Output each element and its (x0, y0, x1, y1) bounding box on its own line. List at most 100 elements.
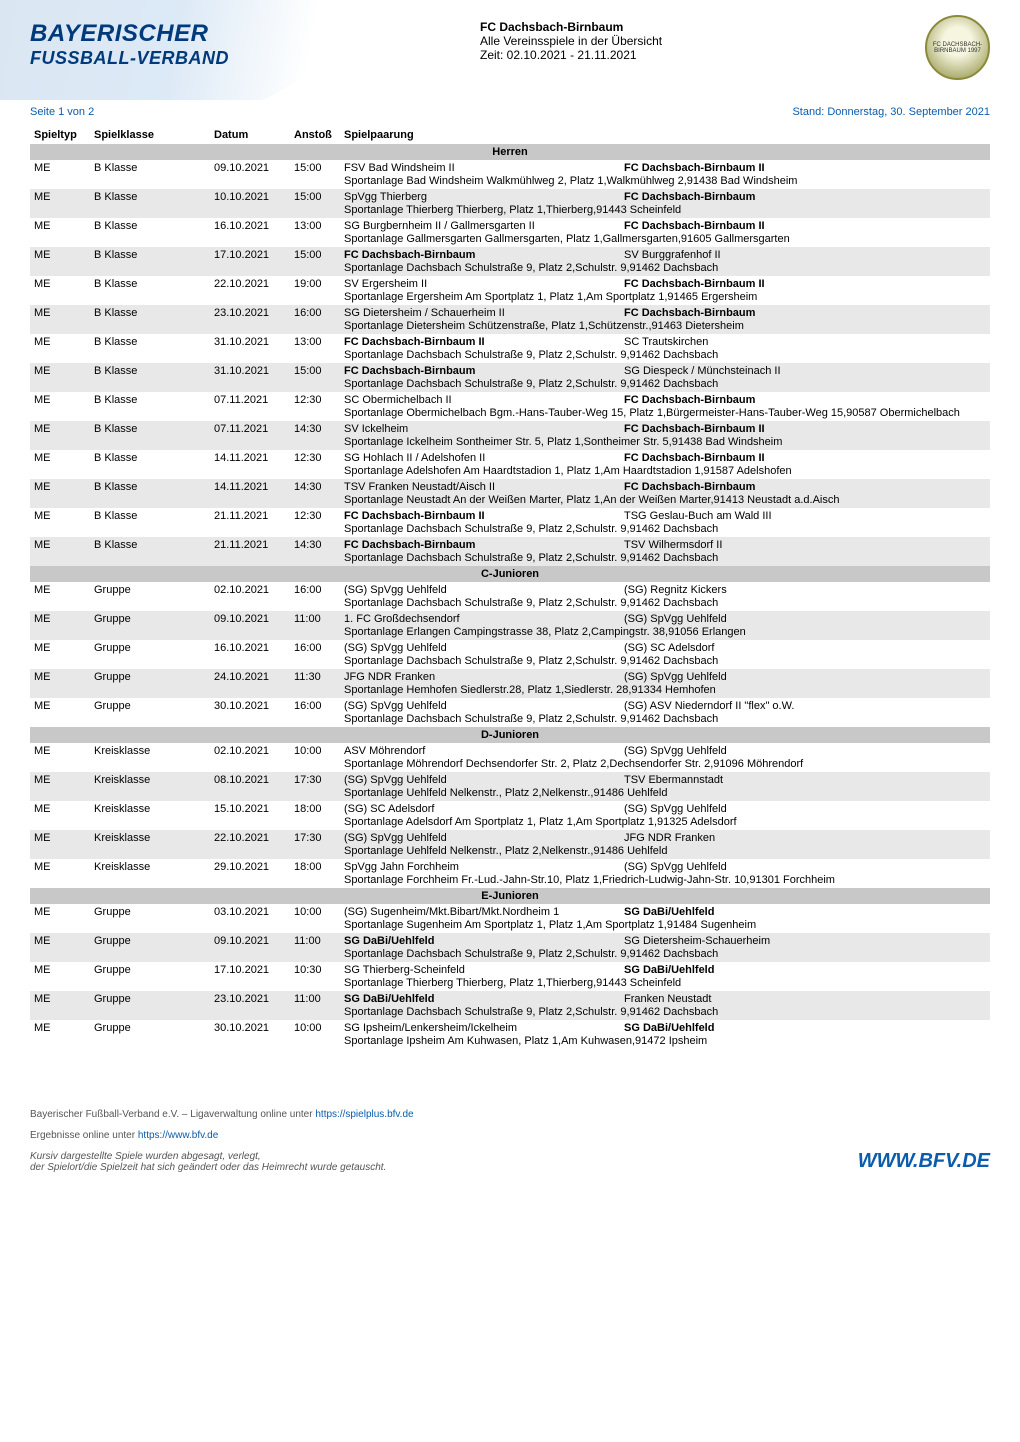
cell-pairing: SG Dietersheim / Schauerheim IIFC Dachsb… (340, 305, 990, 334)
venue-text: Sportanlage Thierberg Thierberg, Platz 1… (344, 976, 986, 989)
cell-anstoss: 18:00 (290, 859, 340, 888)
cell-spielklasse: Gruppe (90, 640, 210, 669)
cell-datum: 30.10.2021 (210, 1020, 290, 1049)
table-row: MEGruppe02.10.202116:00(SG) SpVgg Uehlfe… (30, 582, 990, 611)
away-team: (SG) SC Adelsdorf (624, 642, 714, 654)
cell-spielklasse: B Klasse (90, 508, 210, 537)
away-team: TSV Wilhermsdorf II (624, 539, 722, 551)
cell-pairing: (SG) SpVgg UehlfeldJFG NDR FrankenSporta… (340, 830, 990, 859)
footer-line1-text: Bayerischer Fußball-Verband e.V. – Ligav… (30, 1109, 315, 1120)
cell-datum: 23.10.2021 (210, 991, 290, 1020)
cell-datum: 09.10.2021 (210, 611, 290, 640)
home-team: SG Hohlach II / Adelshofen II (344, 452, 624, 464)
venue-text: Sportanlage Hemhofen Siedlerstr.28, Plat… (344, 683, 986, 696)
cell-pairing: 1. FC Großdechsendorf(SG) SpVgg Uehlfeld… (340, 611, 990, 640)
home-team: SG Thierberg-Scheinfeld (344, 964, 624, 976)
cell-pairing: SC Obermichelbach IIFC Dachsbach-Birnbau… (340, 392, 990, 421)
cell-datum: 22.10.2021 (210, 830, 290, 859)
cell-pairing: (SG) SpVgg Uehlfeld(SG) ASV Niederndorf … (340, 698, 990, 727)
col-header-datum: Datum (210, 126, 290, 144)
cell-pairing: SpVgg Jahn Forchheim(SG) SpVgg UehlfeldS… (340, 859, 990, 888)
venue-text: Sportanlage Dietersheim Schützenstraße, … (344, 319, 986, 332)
cell-anstoss: 10:30 (290, 962, 340, 991)
cell-datum: 10.10.2021 (210, 189, 290, 218)
cell-anstoss: 14:30 (290, 479, 340, 508)
cell-anstoss: 11:30 (290, 669, 340, 698)
cell-pairing: TSV Franken Neustadt/Aisch IIFC Dachsbac… (340, 479, 990, 508)
cell-pairing: JFG NDR Franken(SG) SpVgg UehlfeldSporta… (340, 669, 990, 698)
home-team: (SG) SC Adelsdorf (344, 803, 624, 815)
cell-spielklasse: Gruppe (90, 904, 210, 933)
cell-spieltyp: ME (30, 991, 90, 1020)
section-title: Herren (30, 144, 990, 160)
cell-spielklasse: B Klasse (90, 218, 210, 247)
cell-anstoss: 17:30 (290, 772, 340, 801)
cell-spielklasse: Gruppe (90, 582, 210, 611)
cell-anstoss: 11:00 (290, 933, 340, 962)
venue-text: Sportanlage Gallmersgarten Gallmersgarte… (344, 232, 986, 245)
footer-note: Kursiv dargestellte Spiele wurden abgesa… (30, 1151, 990, 1173)
section-header: D-Junioren (30, 727, 990, 743)
venue-text: Sportanlage Dachsbach Schulstraße 9, Pla… (344, 348, 986, 361)
cell-spieltyp: ME (30, 830, 90, 859)
cell-spielklasse: Gruppe (90, 698, 210, 727)
venue-text: Sportanlage Dachsbach Schulstraße 9, Pla… (344, 596, 986, 609)
table-row: MEGruppe23.10.202111:00SG DaBi/UehlfeldF… (30, 991, 990, 1020)
cell-spieltyp: ME (30, 392, 90, 421)
bfv-logo-line1: BAYERISCHER (30, 20, 229, 48)
cell-pairing: (SG) SpVgg Uehlfeld(SG) SC AdelsdorfSpor… (340, 640, 990, 669)
venue-text: Sportanlage Uehlfeld Nelkenstr., Platz 2… (344, 786, 986, 799)
venue-text: Sportanlage Erlangen Campingstrasse 38, … (344, 625, 986, 638)
cell-spielklasse: B Klasse (90, 392, 210, 421)
away-team: FC Dachsbach-Birnbaum II (624, 452, 765, 464)
home-team: SpVgg Thierberg (344, 191, 624, 203)
club-badge-text: FC DACHSBACH-BIRNBAUM 1997 (927, 42, 988, 54)
footer-link-bfv[interactable]: https://www.bfv.de (138, 1130, 218, 1141)
cell-spielklasse: Gruppe (90, 962, 210, 991)
footer-link-spielplus[interactable]: https://spielplus.bfv.de (315, 1109, 413, 1120)
home-team: FC Dachsbach-Birnbaum (344, 249, 624, 261)
club-name: FC Dachsbach-Birnbaum (480, 20, 662, 34)
home-team: FSV Bad Windsheim II (344, 162, 624, 174)
venue-text: Sportanlage Adelshofen Am Haardtstadion … (344, 464, 986, 477)
home-team: (SG) SpVgg Uehlfeld (344, 584, 624, 596)
cell-spieltyp: ME (30, 247, 90, 276)
cell-anstoss: 16:00 (290, 698, 340, 727)
cell-anstoss: 17:30 (290, 830, 340, 859)
cell-datum: 24.10.2021 (210, 669, 290, 698)
away-team: SG DaBi/Uehlfeld (624, 1022, 714, 1034)
cell-datum: 14.11.2021 (210, 479, 290, 508)
bfv-logo-line2: FUSSBALL-VERBAND (30, 48, 229, 69)
away-team: SG DaBi/Uehlfeld (624, 906, 714, 918)
cell-anstoss: 10:00 (290, 904, 340, 933)
cell-pairing: SG Ipsheim/Lenkersheim/IckelheimSG DaBi/… (340, 1020, 990, 1049)
cell-spielklasse: Kreisklasse (90, 743, 210, 772)
cell-spielklasse: B Klasse (90, 189, 210, 218)
away-team: SV Burggrafenhof II (624, 249, 721, 261)
cell-pairing: SG Hohlach II / Adelshofen IIFC Dachsbac… (340, 450, 990, 479)
footer-line-1: Bayerischer Fußball-Verband e.V. – Ligav… (30, 1109, 990, 1120)
col-header-spielpaarung: Spielpaarung (340, 126, 990, 144)
cell-pairing: FC Dachsbach-BirnbaumSG Diespeck / Münch… (340, 363, 990, 392)
home-team: SG Dietersheim / Schauerheim II (344, 307, 624, 319)
cell-spieltyp: ME (30, 801, 90, 830)
cell-spielklasse: B Klasse (90, 305, 210, 334)
cell-anstoss: 11:00 (290, 611, 340, 640)
venue-text: Sportanlage Dachsbach Schulstraße 9, Pla… (344, 551, 986, 564)
away-team: SG DaBi/Uehlfeld (624, 964, 714, 976)
cell-anstoss: 15:00 (290, 189, 340, 218)
footer-bfv-logo: WWW.BFV.DE (858, 1150, 990, 1173)
away-team: TSV Ebermannstadt (624, 774, 723, 786)
cell-spieltyp: ME (30, 479, 90, 508)
cell-spieltyp: ME (30, 640, 90, 669)
venue-text: Sportanlage Uehlfeld Nelkenstr., Platz 2… (344, 844, 986, 857)
cell-spieltyp: ME (30, 1020, 90, 1049)
cell-pairing: ASV Möhrendorf(SG) SpVgg UehlfeldSportan… (340, 743, 990, 772)
cell-spielklasse: B Klasse (90, 363, 210, 392)
table-row: MEGruppe03.10.202110:00(SG) Sugenheim/Mk… (30, 904, 990, 933)
cell-spielklasse: Gruppe (90, 991, 210, 1020)
page-indicator: Seite 1 von 2 (30, 106, 94, 118)
table-row: MEGruppe24.10.202111:30JFG NDR Franken(S… (30, 669, 990, 698)
club-badge-icon: FC DACHSBACH-BIRNBAUM 1997 (925, 15, 990, 80)
cell-spieltyp: ME (30, 669, 90, 698)
